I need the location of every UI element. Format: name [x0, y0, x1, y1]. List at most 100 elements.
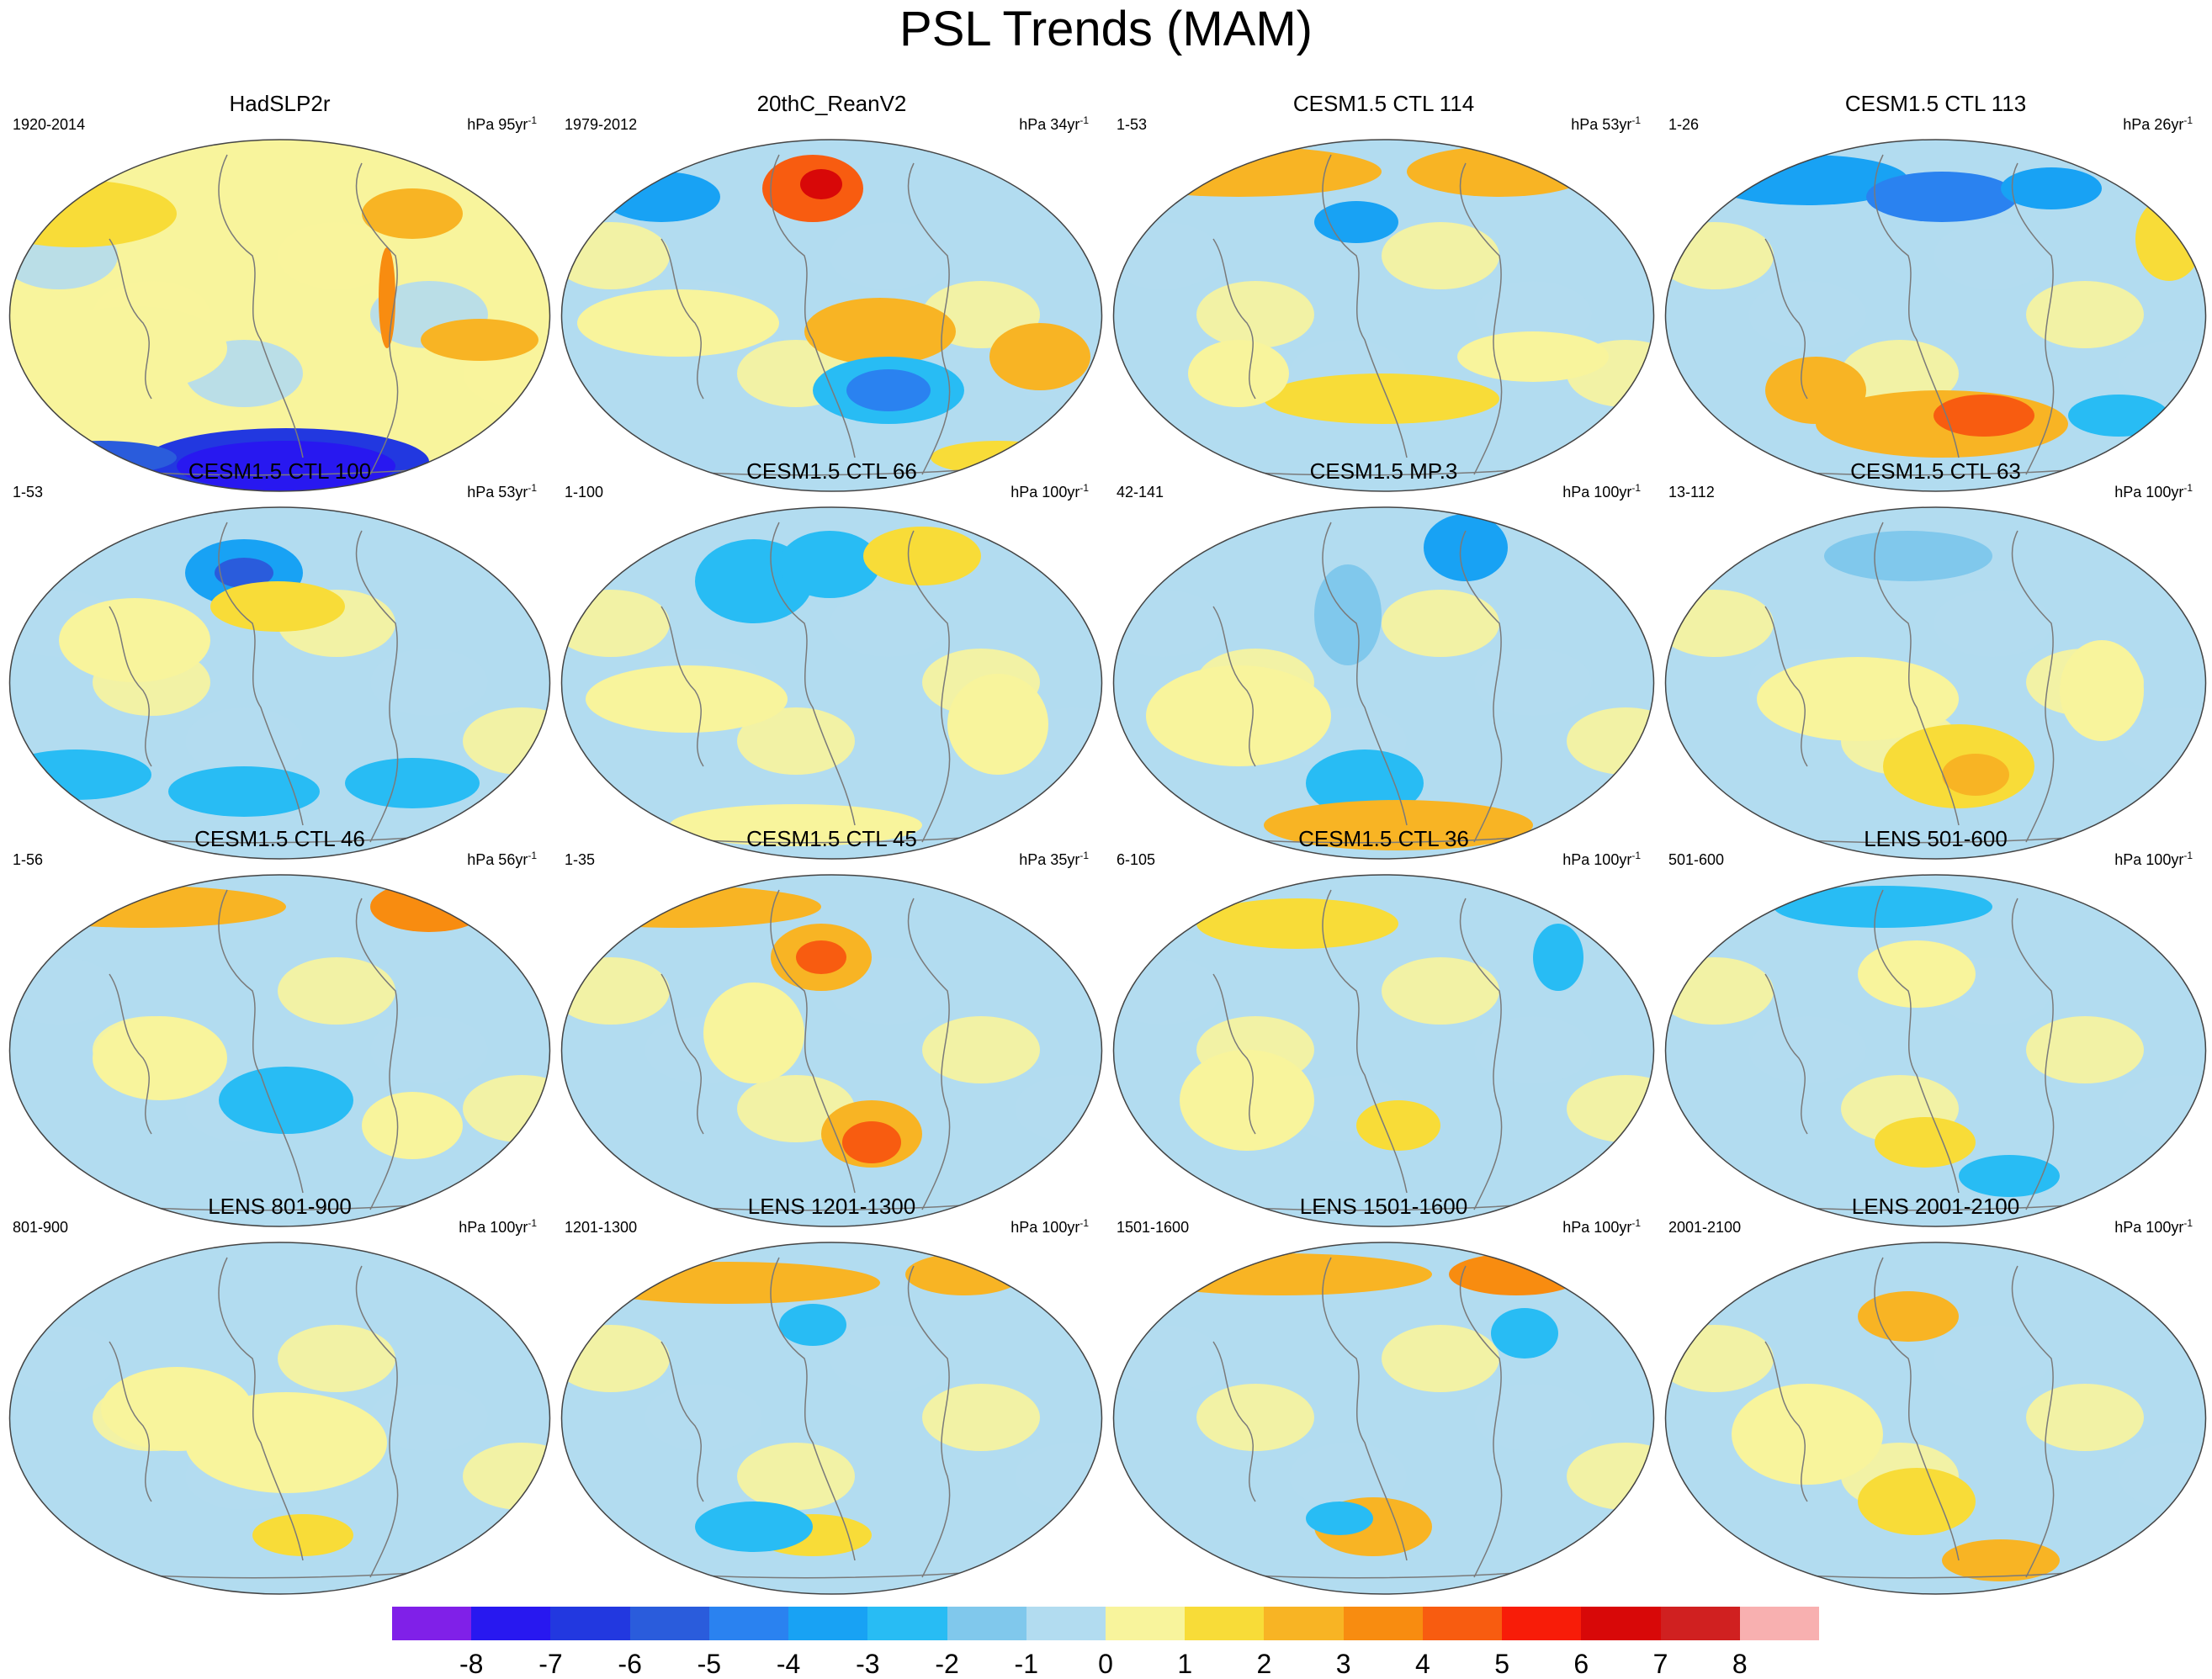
coastline [1764, 973, 1808, 1135]
anomaly-contour [362, 1092, 463, 1159]
colorbar-tick-label: 6 [1573, 1649, 1589, 1679]
map-border [560, 1242, 1103, 1595]
anomaly-band [2026, 281, 2144, 348]
panel-units: hPa 56yr-1 [467, 850, 537, 868]
anomaly-contour [703, 983, 804, 1083]
coastline [1764, 606, 1808, 767]
anomaly-contour [1188, 340, 1289, 407]
anomaly-band [645, 1384, 762, 1451]
map-panel: LENS 801-900 801-900 hPa 100yr-1 [4, 1194, 555, 1597]
coastline [1764, 1341, 1808, 1502]
anomaly-band [1474, 281, 1592, 348]
panel-title: 20thC_ReanV2 [756, 91, 907, 116]
map-panel: CESM1.5 CTL 46 1-56 hPa 56yr-1 [4, 826, 555, 1230]
anomaly-contour [1356, 1100, 1440, 1151]
anomaly-band [1841, 340, 1959, 407]
map-panel: CESM1.5 CTL 100 1-53 hPa 53yr-1 [4, 458, 555, 862]
anomaly-band [1474, 649, 1592, 716]
panel-title: CESM1.5 CTL 100 [188, 458, 372, 484]
anomaly-contour [1875, 1117, 1976, 1168]
colorbar-tick-label: 5 [1494, 1649, 1509, 1679]
coastline [355, 898, 399, 1210]
anomaly-contour [1180, 1050, 1314, 1151]
colorbar-swatch [1185, 1607, 1265, 1640]
panel-units: hPa 100yr-1 [1562, 850, 1641, 868]
coastline [218, 154, 304, 458]
anomaly-contour [670, 804, 922, 846]
anomaly-contour [947, 674, 1048, 775]
robinson-map [8, 506, 551, 860]
coastline [1874, 1257, 1960, 1561]
coastline [355, 530, 399, 843]
panel-year-range: 1-100 [565, 484, 604, 501]
coastline [1212, 973, 1256, 1135]
map-panel: CESM1.5 CTL 45 1-35 hPa 35yr-1 [556, 826, 1107, 1230]
anomaly-band [2119, 1443, 2206, 1510]
map-panel: LENS 501-600 501-600 hPa 100yr-1 [1660, 826, 2211, 1230]
anomaly-band [463, 1443, 550, 1510]
anomaly-contour [1942, 1539, 2060, 1581]
anomaly-band [1567, 1075, 1654, 1142]
panel-units: hPa 100yr-1 [1011, 1217, 1089, 1236]
panel-title: CESM1.5 CTL 36 [1298, 826, 1469, 851]
anomaly-contour [1449, 1253, 1583, 1295]
colorbar-swatch [1106, 1607, 1186, 1640]
coastline [1212, 1341, 1256, 1502]
anomaly-band [2026, 1384, 2144, 1451]
colorbar-swatch [629, 1607, 710, 1640]
coastline [109, 973, 152, 1135]
anomaly-band [1382, 957, 1499, 1025]
coastline [355, 162, 399, 475]
panel-title: CESM1.5 CTL 113 [1844, 91, 2027, 116]
anomaly-band [1382, 590, 1499, 657]
anomaly-band [463, 707, 550, 775]
anomaly-band [370, 649, 488, 716]
anomaly-contour [842, 1121, 901, 1163]
anomaly-band [830, 222, 947, 289]
map-border [560, 874, 1103, 1227]
anomaly-band [1474, 1384, 1592, 1451]
robinson-map [8, 874, 551, 1227]
anomaly-band [1567, 707, 1654, 775]
colorbar-swatch [1264, 1607, 1345, 1640]
colorbar-swatch [1026, 1607, 1106, 1640]
anomaly-band [278, 1325, 395, 1392]
coastline [660, 973, 704, 1135]
robinson-map [560, 139, 1103, 492]
panel-units: hPa 100yr-1 [1011, 482, 1089, 501]
coastline [2011, 530, 2055, 843]
panel-units: hPa 100yr-1 [1562, 482, 1641, 501]
coastline [2011, 1265, 2055, 1578]
coastline [770, 1257, 856, 1561]
panel-units: hPa 100yr-1 [459, 1217, 537, 1236]
panel-title: HadSLP2r [229, 91, 331, 116]
colorbar-tick-label: 3 [1335, 1649, 1351, 1679]
anomaly-contour [101, 1367, 252, 1451]
anomaly-contour [800, 169, 842, 199]
panel-title: CESM1.5 CTL 46 [194, 826, 365, 851]
colorbar-tick-label: -4 [776, 1649, 801, 1679]
anomaly-contour [2060, 640, 2144, 741]
colorbar-tick-label: -6 [618, 1649, 642, 1679]
anomaly-band [1015, 1075, 1102, 1142]
panel-year-range: 2001-2100 [1668, 1219, 1742, 1236]
anomaly-band [1567, 1443, 1654, 1510]
colorbar-tick-label: -8 [459, 1649, 484, 1679]
panel-title: LENS 2001-2100 [1851, 1194, 2020, 1219]
anomaly-band [2119, 1075, 2206, 1142]
panel-title: CESM1.5 MP.3 [1309, 458, 1458, 484]
robinson-map [1112, 506, 1655, 860]
colorbar-swatch [708, 1607, 789, 1640]
panel-year-range: 1-56 [13, 851, 44, 868]
coastline [355, 1265, 399, 1578]
anomaly-band [1474, 1016, 1592, 1083]
anomaly-contour [695, 1502, 813, 1552]
anomaly-band [1934, 590, 2051, 657]
colorbar-swatch [788, 1607, 868, 1640]
anomaly-contour [252, 1514, 353, 1556]
panel-title: LENS 1501-1600 [1299, 1194, 1468, 1219]
colorbar-swatch [471, 1607, 551, 1640]
coastline [1459, 530, 1503, 843]
panel-year-range: 1501-1600 [1117, 1219, 1190, 1236]
panel-units: hPa 100yr-1 [2114, 850, 2193, 868]
